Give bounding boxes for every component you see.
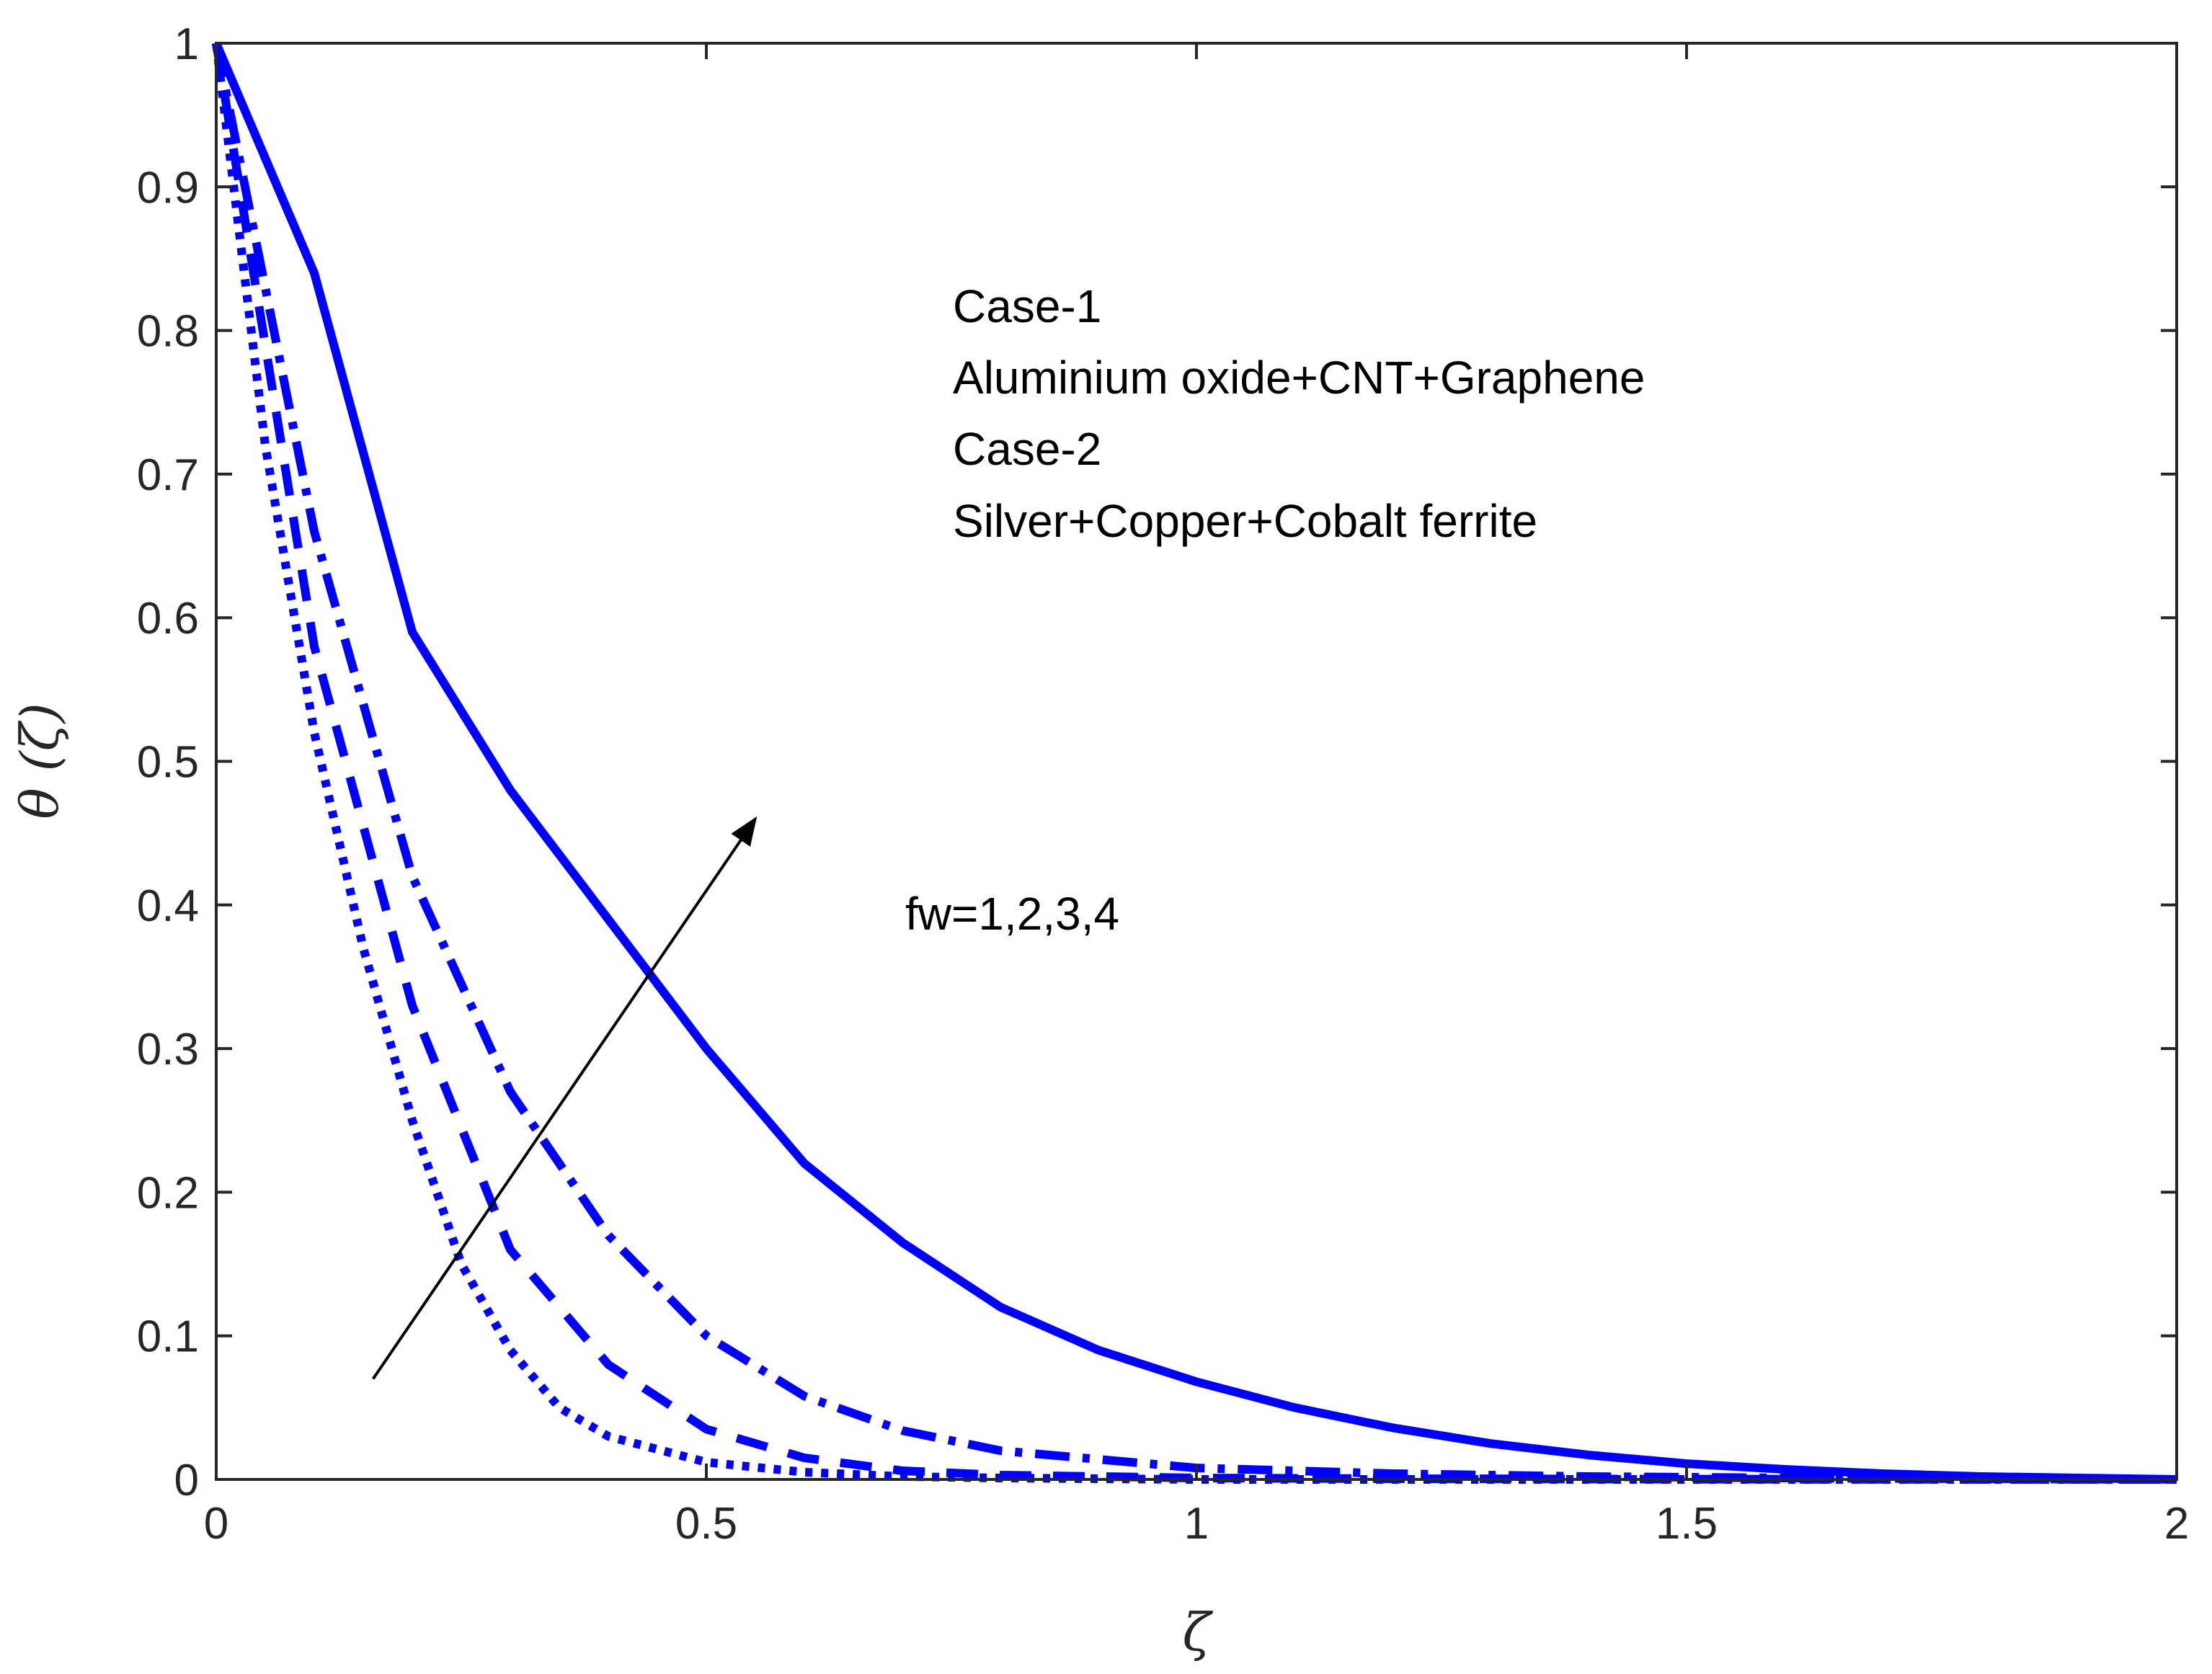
arrow-label: fw=1,2,3,4 <box>905 888 1119 940</box>
tick-layer: 0 0.5 1 1.5 2 0 0.1 0.2 0.3 0.4 0.5 0.6 0.7 0.8 0.9 1 <box>137 19 2189 1549</box>
y-tick-label: 0.9 <box>137 163 199 213</box>
y-tick-label: 0.1 <box>137 1312 199 1362</box>
x-tick-label: 0 <box>204 1499 228 1549</box>
y-tick-label: 0.5 <box>137 738 199 788</box>
y-tick-label: 0.8 <box>137 307 199 357</box>
y-tick-label: 1 <box>174 19 199 69</box>
plot-frame <box>215 42 2178 1481</box>
series-line-1 <box>212 41 2177 1484</box>
y-tick-label: 0.4 <box>137 881 199 931</box>
series-line-4 <box>212 43 2177 1484</box>
y-tick-label: 0.2 <box>137 1168 199 1218</box>
y-tick-label: 0.3 <box>137 1025 199 1074</box>
legend-line-1: Case-1 <box>953 280 1101 332</box>
trend-arrow <box>371 816 758 1380</box>
y-tick-label: 0.6 <box>137 594 199 644</box>
y-tick-label: 0.7 <box>137 450 199 500</box>
x-axis-label: ζ <box>1182 1602 1213 1662</box>
legend-line-4: Silver+Copper+Cobalt ferrite <box>953 495 1537 547</box>
series-line-3 <box>212 43 2177 1484</box>
legend-line-3: Case-2 <box>953 423 1101 475</box>
series-line-2 <box>212 42 2177 1484</box>
x-tick-label: 1 <box>1184 1499 1209 1549</box>
legend-line-2: Aluminium oxide+CNT+Graphene <box>953 352 1645 404</box>
x-tick-label: 1.5 <box>1656 1499 1718 1549</box>
y-axis-label: θ (ζ) <box>9 703 70 819</box>
series-layer <box>212 41 2177 1484</box>
x-tick-label: 0.5 <box>675 1499 737 1549</box>
x-tick-label: 2 <box>2164 1499 2189 1549</box>
y-tick-label: 0 <box>174 1456 199 1505</box>
